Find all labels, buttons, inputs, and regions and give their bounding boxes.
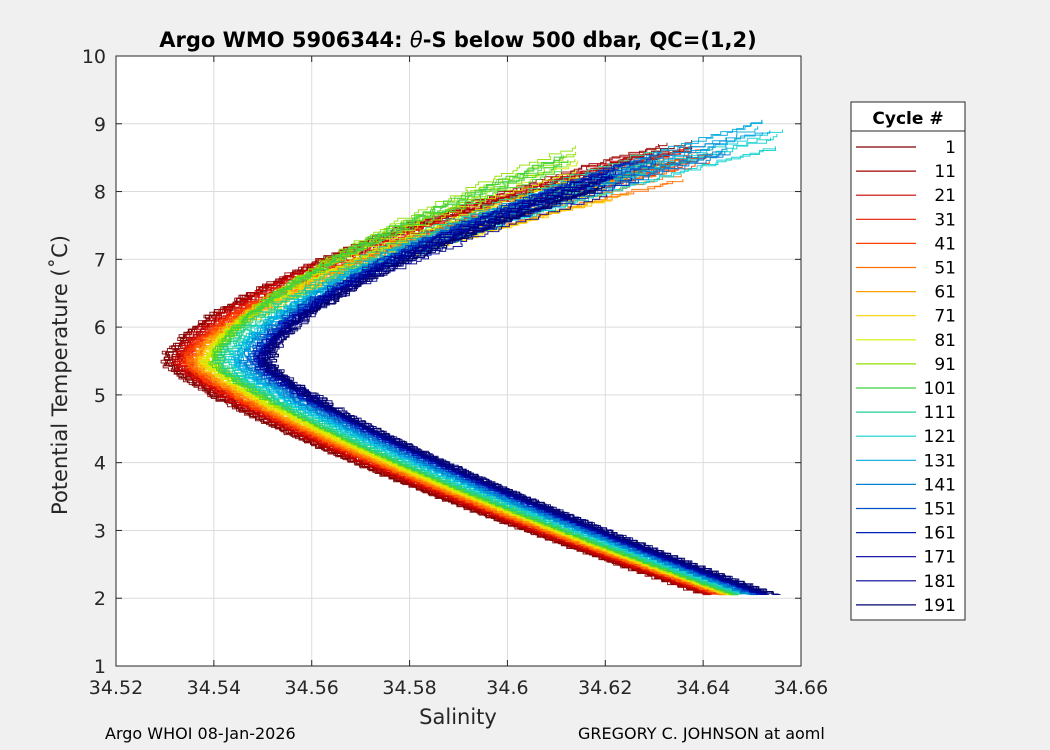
y-tick-label: 5 [94, 385, 106, 407]
legend-label-101: 101 [924, 379, 956, 399]
x-tick-label: 34.54 [187, 677, 241, 699]
legend-label-71: 71 [934, 307, 956, 327]
x-tick-label: 34.52 [89, 677, 143, 699]
legend-label-21: 21 [934, 186, 956, 206]
chart-title: Argo WMO 5906344: θ-S below 500 dbar, QC… [159, 28, 756, 52]
axis-ticks [115, 55, 802, 667]
x-tick-labels: 34.52 34.54 34.56 34.58 34.6 34.62 34.64 34.66 [89, 677, 828, 699]
legend-title: Cycle # [872, 109, 943, 129]
legend-label-151: 151 [924, 500, 956, 520]
profile-lines [160, 119, 783, 596]
y-tick-label: 1 [94, 656, 106, 678]
profile-line-cycle-191 [266, 187, 779, 595]
legend-label-131: 131 [924, 451, 956, 471]
y-tick-label: 4 [94, 453, 106, 475]
legend-label-181: 181 [924, 572, 956, 592]
profile-line-cycle-141 [243, 138, 750, 594]
legend-items: 1112131415161718191101111121131141151161… [856, 138, 956, 616]
y-tick-label: 8 [94, 182, 106, 204]
legend-label-111: 111 [924, 403, 956, 423]
plot-frame [115, 55, 802, 667]
chart-title-theta: θ [410, 28, 423, 52]
x-axis-label: Salinity [419, 705, 497, 729]
profile-line-cycle-181 [258, 194, 764, 592]
x-tick-label: 34.64 [676, 677, 730, 699]
chart-title-prefix: Argo WMO 5906344: [159, 28, 410, 52]
legend-label-81: 81 [934, 331, 956, 351]
chart-title-suffix: -S below 500 dbar, QC=(1,2) [423, 28, 757, 52]
y-tick-label: 7 [94, 249, 106, 271]
legend-label-121: 121 [924, 427, 956, 447]
footer-left: Argo WHOI 08-Jan-2026 [105, 724, 296, 743]
y-tick-label: 6 [94, 317, 106, 339]
y-tick-labels: 1 2 3 4 5 6 7 8 9 10 [82, 46, 106, 678]
legend-box [850, 101, 966, 621]
x-tick-label: 34.56 [285, 677, 339, 699]
profile-line-cycle-111 [214, 159, 742, 595]
legend-label-51: 51 [934, 259, 956, 279]
profile-line-cycle-191 [260, 190, 767, 593]
y-tick-label: 2 [94, 588, 106, 610]
legend-label-31: 31 [934, 210, 956, 230]
profile-line-cycle-181 [255, 177, 764, 594]
footer-right: GREGORY C. JOHNSON at aoml [578, 724, 825, 743]
legend-label-141: 141 [924, 475, 956, 495]
legend-label-191: 191 [924, 596, 956, 616]
legend-label-1: 1 [945, 138, 956, 158]
legend: Cycle # 11121314151617181911011111211311… [850, 101, 966, 621]
y-axis-label: Potential Temperature (˚C) [48, 235, 72, 515]
y-tick-label: 10 [82, 46, 106, 68]
y-tick-label: 9 [94, 114, 106, 136]
legend-label-161: 161 [924, 524, 956, 544]
legend-label-41: 41 [934, 234, 956, 254]
x-tick-label: 34.58 [382, 677, 436, 699]
legend-label-171: 171 [924, 548, 956, 568]
legend-label-91: 91 [934, 355, 956, 375]
y-tick-label: 3 [94, 520, 106, 542]
x-tick-label: 34.6 [486, 677, 528, 699]
profile-line-cycle-81 [200, 169, 735, 596]
legend-label-11: 11 [934, 162, 956, 182]
legend-label-61: 61 [934, 283, 956, 303]
x-tick-label: 34.66 [774, 677, 828, 699]
x-tick-label: 34.62 [578, 677, 632, 699]
